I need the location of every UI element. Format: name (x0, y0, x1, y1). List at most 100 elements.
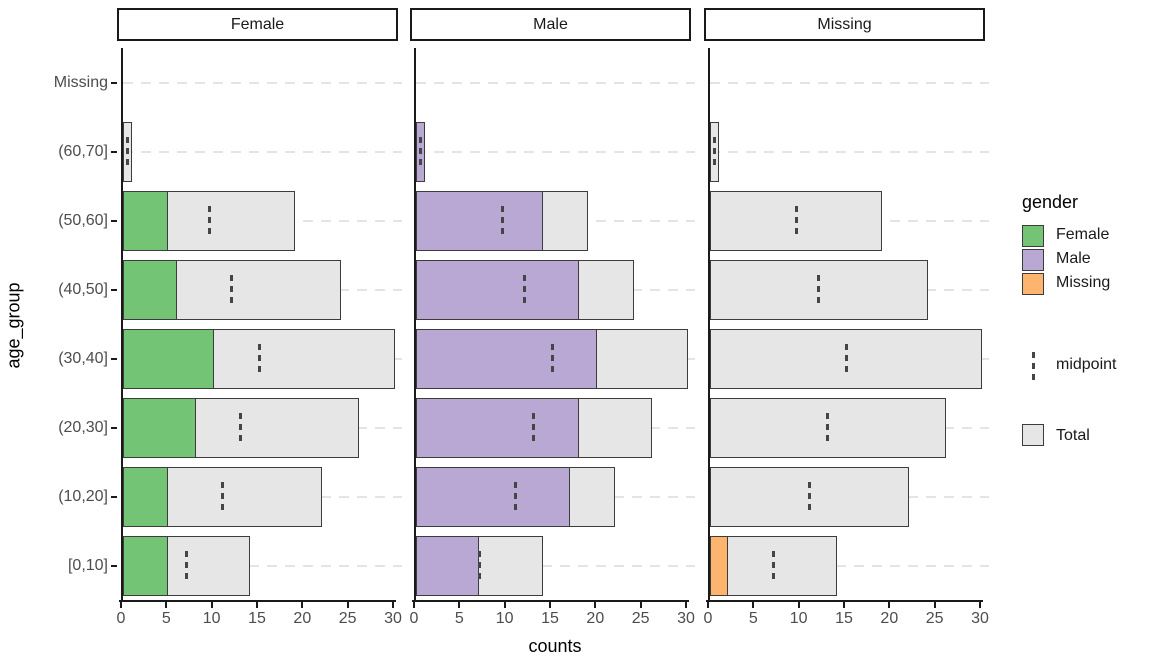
panel-female (121, 48, 402, 600)
x-tick (752, 602, 755, 608)
y-tick (111, 564, 117, 567)
midpoint-marker (419, 137, 423, 165)
x-tick (843, 602, 845, 608)
gridline (710, 564, 989, 567)
y-tick-label: (10,20] (58, 487, 108, 505)
y-tick (111, 81, 117, 84)
y-tick-label: (40,50] (58, 280, 108, 298)
x-tick-label: 25 (925, 610, 944, 627)
y-tick-label: [0,10] (67, 556, 108, 574)
x-tick-label: 5 (454, 610, 464, 627)
bar-row (710, 462, 989, 531)
x-tick (685, 602, 687, 608)
x-tick (888, 602, 891, 608)
y-tick-label: (50,60] (58, 211, 108, 229)
midpoint-marker (550, 344, 554, 372)
y-tick (111, 426, 117, 429)
bar-row (123, 48, 402, 117)
y-tick-label: (30,40] (58, 349, 108, 367)
bar-row (123, 117, 402, 186)
x-tick (979, 602, 981, 608)
x-axis-line (119, 600, 396, 602)
x-tick (165, 602, 168, 608)
legend-total: Total (1022, 424, 1150, 450)
x-axis-line (706, 600, 983, 602)
x-tick-label: 10 (495, 610, 514, 627)
legend-gender-items: Female Male Missing (1022, 225, 1150, 296)
bar-row (416, 393, 695, 462)
midpoint-marker (532, 413, 536, 441)
legend-midpoint-label: midpoint (1056, 356, 1117, 373)
male-bar (416, 259, 580, 320)
x-tick-label: 10 (202, 610, 221, 627)
x-tick-label: 10 (789, 610, 808, 627)
x-tick (120, 602, 122, 608)
male-bar (416, 190, 543, 251)
midpoint-marker (184, 551, 188, 579)
gridline (123, 150, 402, 153)
legend-total-label: Total (1056, 427, 1090, 444)
female-swatch-icon (1022, 225, 1044, 247)
x-tick (549, 602, 551, 608)
gridline (416, 81, 695, 84)
legend-gender: gender Female Male Missing (1022, 192, 1150, 297)
x-tick (392, 602, 394, 608)
bar-row (710, 393, 989, 462)
midpoint-marker (826, 413, 830, 441)
bar-row (416, 48, 695, 117)
y-tick (111, 288, 117, 291)
x-axis-line (412, 600, 689, 602)
midpoint-marker (257, 344, 261, 372)
legend-item-missing: Missing (1022, 273, 1150, 296)
x-axis-title: counts (528, 636, 582, 656)
gridline (416, 564, 695, 567)
missing-bar (710, 535, 729, 596)
missing-swatch-icon (1022, 273, 1044, 295)
x-tick-label: 15 (248, 610, 266, 627)
y-axis-title: age_group (3, 282, 24, 369)
midpoint-marker (514, 482, 518, 510)
male-bar (416, 466, 571, 527)
midpoint-marker (477, 551, 481, 579)
bar-row (710, 324, 989, 393)
female-bar (123, 535, 169, 596)
bar-row (416, 462, 695, 531)
midpoint-marker (221, 482, 225, 510)
x-tick-label: 5 (161, 610, 171, 627)
gridline (710, 150, 989, 153)
midpoint-marker (523, 275, 527, 303)
female-bar (123, 190, 169, 251)
x-tick-label: 30 (384, 610, 402, 627)
x-tick (639, 602, 642, 608)
midpoint-marker (207, 206, 211, 234)
x-tick-label: 5 (748, 610, 758, 627)
x-tick-label: 0 (703, 610, 713, 627)
facet-strip-male: Male (410, 8, 691, 41)
midpoint-marker (808, 482, 812, 510)
bar-row (123, 393, 402, 462)
female-bar (123, 466, 169, 527)
bar-row (123, 255, 402, 324)
x-tick (256, 602, 258, 608)
bar-row (416, 324, 695, 393)
bar-row (710, 186, 989, 255)
bar-row (416, 255, 695, 324)
x-tick (346, 602, 349, 608)
x-tick (707, 602, 709, 608)
y-tick (111, 495, 117, 498)
y-tick (111, 150, 117, 153)
gridline (123, 564, 402, 567)
x-tick-label: 15 (835, 610, 853, 627)
midpoint-marker (771, 551, 775, 579)
male-bar (416, 397, 580, 458)
legend-item-label: Female (1056, 226, 1110, 243)
male-bar (416, 328, 598, 389)
midpoint-marker (794, 206, 798, 234)
x-tick-label: 30 (971, 610, 989, 627)
bar-row (416, 186, 695, 255)
y-tick-label: Missing (53, 73, 108, 91)
bar-row (123, 324, 402, 393)
x-tick-label: 15 (541, 610, 559, 627)
y-tick-label: (20,30] (58, 418, 108, 436)
